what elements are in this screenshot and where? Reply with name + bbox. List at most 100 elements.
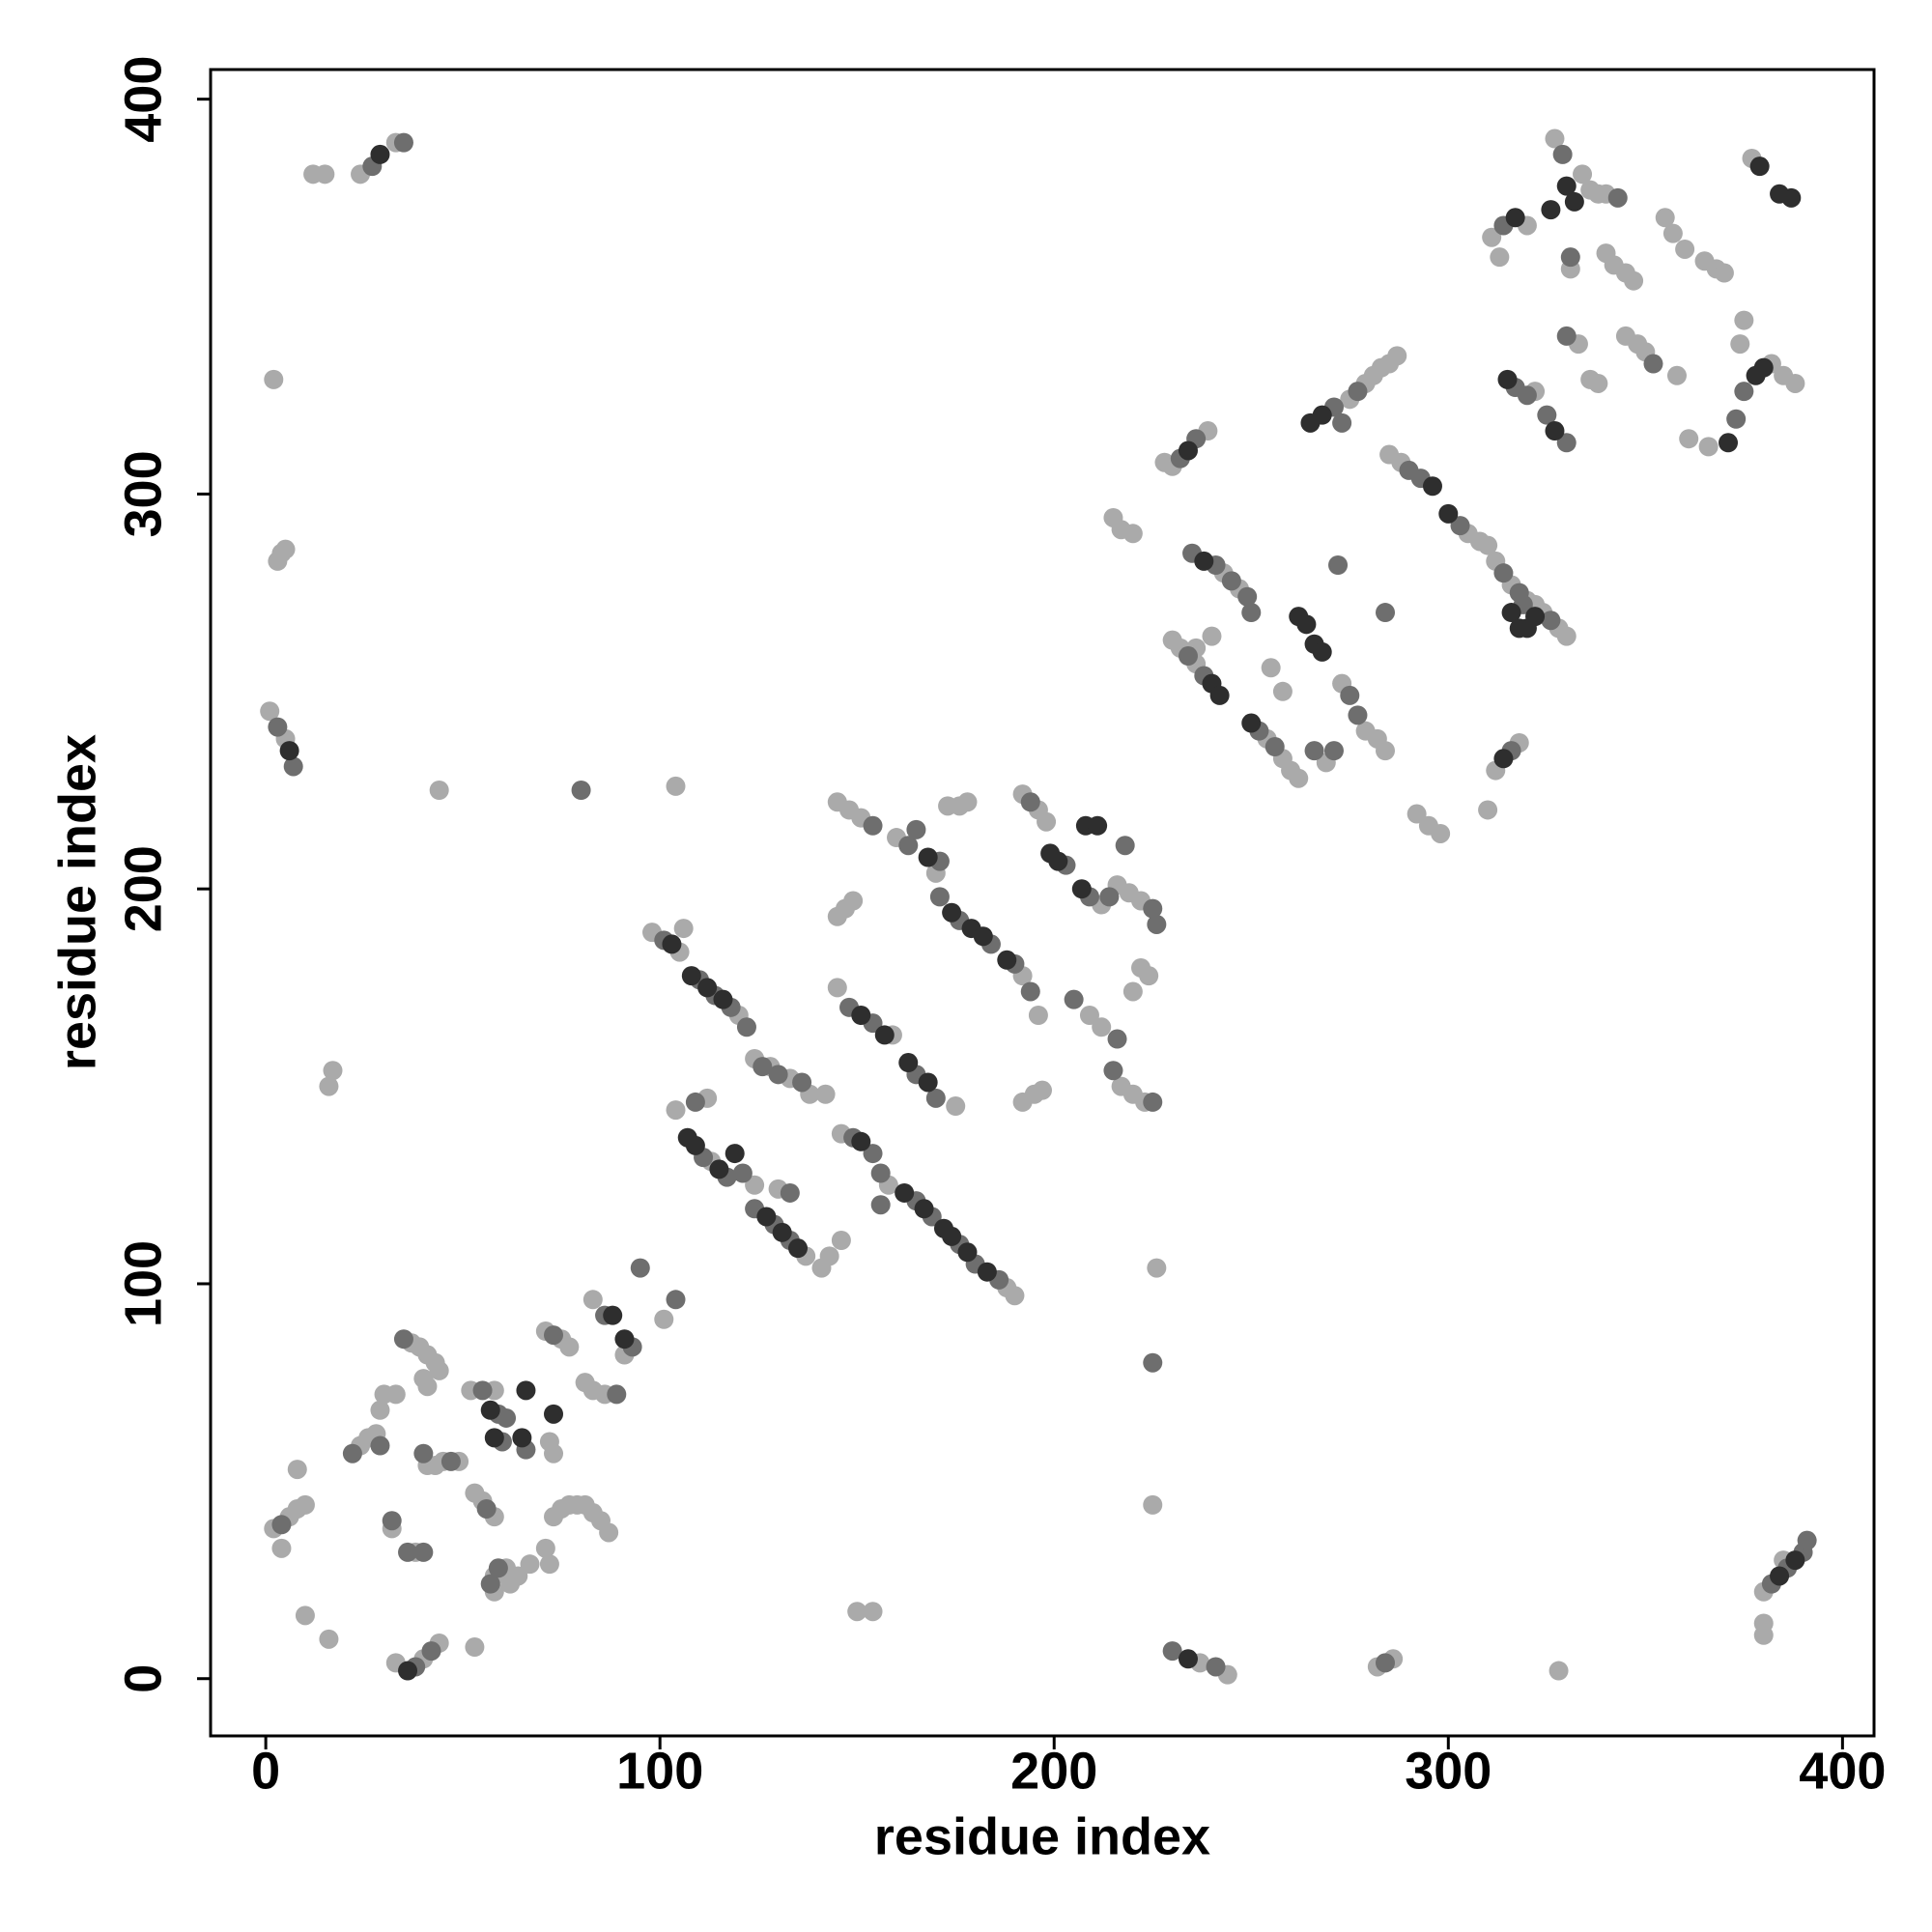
contact-point xyxy=(1714,263,1734,283)
contact-point xyxy=(268,717,288,737)
contact-point xyxy=(1406,804,1427,824)
contact-point xyxy=(630,1258,650,1278)
contact-point xyxy=(421,1641,441,1662)
contact-point xyxy=(1348,705,1368,725)
contact-point xyxy=(1493,749,1514,769)
contact-point xyxy=(497,1407,517,1428)
x-tick-label: 100 xyxy=(616,1742,703,1800)
contact-point xyxy=(724,1144,745,1164)
contact-point xyxy=(827,978,847,998)
contact-point xyxy=(1556,326,1577,346)
contact-point xyxy=(898,1053,919,1073)
contact-point xyxy=(1088,815,1108,836)
contact-point xyxy=(1376,1653,1396,1673)
contact-point xyxy=(287,1460,307,1480)
contact-point xyxy=(1143,1352,1163,1373)
contact-point xyxy=(1064,989,1084,1009)
contact-point xyxy=(1020,981,1040,1002)
x-tick-label: 300 xyxy=(1405,1742,1492,1800)
contact-point xyxy=(559,1337,580,1357)
contact-point xyxy=(1478,535,1498,555)
contact-point xyxy=(914,1199,934,1219)
contact-point xyxy=(942,1226,962,1246)
contact-point xyxy=(1655,208,1675,228)
contact-point xyxy=(1241,603,1262,623)
contact-point xyxy=(957,1242,978,1263)
contact-point xyxy=(1376,741,1396,761)
contact-point xyxy=(535,1538,555,1558)
contact-point xyxy=(1556,626,1577,646)
contact-point xyxy=(342,1443,362,1463)
contact-point xyxy=(539,1554,559,1575)
contact-point xyxy=(520,1554,540,1575)
contact-point xyxy=(1241,713,1262,733)
contact-point xyxy=(429,1360,449,1380)
contact-point xyxy=(681,966,701,986)
contact-point xyxy=(895,1182,915,1203)
contact-point xyxy=(319,1076,339,1096)
contact-point xyxy=(393,132,413,153)
plot-frame xyxy=(209,68,1876,1738)
contact-point xyxy=(370,1400,390,1420)
contact-point xyxy=(1537,405,1557,425)
contact-point xyxy=(1679,429,1699,449)
contact-point xyxy=(772,1222,792,1242)
contact-point xyxy=(1552,144,1573,164)
contact-point xyxy=(870,1195,891,1215)
contact-point xyxy=(685,1135,705,1155)
contact-point xyxy=(831,1230,851,1250)
contact-point xyxy=(1493,563,1514,583)
contact-point xyxy=(1033,1080,1052,1100)
contact-point xyxy=(603,1305,623,1325)
contact-point xyxy=(666,1290,686,1310)
contact-point xyxy=(607,1384,627,1405)
contact-point xyxy=(863,1144,883,1164)
contact-point xyxy=(1312,641,1332,662)
contact-point xyxy=(1770,1566,1790,1586)
contact-point xyxy=(1323,741,1344,761)
contact-point xyxy=(1573,164,1593,185)
contact-point xyxy=(736,1017,756,1037)
x-tick-label: 400 xyxy=(1799,1742,1886,1800)
contact-point xyxy=(484,1428,504,1448)
contact-point xyxy=(260,701,280,722)
contact-point xyxy=(1501,603,1521,623)
contact-point xyxy=(1348,382,1368,402)
contact-point xyxy=(1178,440,1198,461)
contact-point xyxy=(1564,191,1584,212)
contact-point xyxy=(1071,879,1092,899)
contact-point xyxy=(957,792,978,812)
contact-point xyxy=(1666,365,1687,385)
contact-point xyxy=(1643,354,1663,374)
contact-point xyxy=(1289,768,1309,788)
contact-point xyxy=(925,1088,946,1108)
contact-point xyxy=(666,776,686,796)
contact-point xyxy=(753,1057,773,1077)
contact-point xyxy=(1079,1005,1099,1025)
contact-point xyxy=(1143,898,1163,919)
contact-point xyxy=(1107,1029,1127,1049)
contact-point xyxy=(745,1175,765,1195)
contact-point xyxy=(385,1384,406,1405)
contact-point xyxy=(1438,503,1459,524)
contact-point xyxy=(863,815,883,836)
contact-point xyxy=(666,1100,686,1121)
contact-point xyxy=(1048,851,1068,871)
contact-point xyxy=(1497,369,1518,389)
contact-point xyxy=(1037,811,1057,832)
contact-point xyxy=(429,781,449,801)
contact-point xyxy=(685,1092,705,1112)
contact-point xyxy=(1147,1258,1167,1278)
contact-point xyxy=(946,1096,966,1117)
contact-point xyxy=(1092,1017,1112,1037)
contact-point xyxy=(1422,476,1442,497)
contact-point xyxy=(654,1309,674,1329)
contact-point xyxy=(1387,346,1407,366)
contact-point xyxy=(319,1629,339,1649)
contact-point xyxy=(1734,310,1754,330)
x-tick-label: 200 xyxy=(1010,1742,1097,1800)
contact-point xyxy=(1418,815,1438,836)
y-tick-label: 0 xyxy=(114,1664,172,1693)
contact-point xyxy=(1719,433,1739,453)
contact-point xyxy=(847,1602,867,1622)
